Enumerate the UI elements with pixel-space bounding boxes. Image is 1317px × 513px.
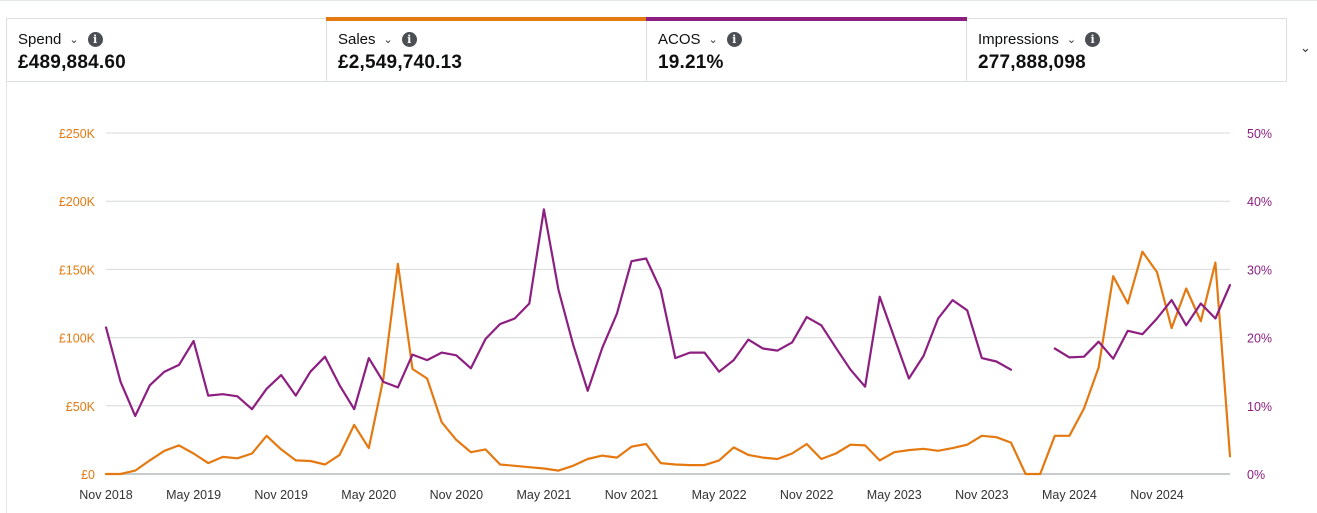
x-tick-label: Nov 2020 <box>430 488 484 502</box>
metric-value-acos: 19.21% <box>658 52 724 73</box>
chevron-down-icon[interactable]: ⌄ <box>383 33 393 46</box>
y-right-tick-label: 30% <box>1247 263 1272 277</box>
metric-value-spend: £489,884.60 <box>18 52 126 73</box>
y-right-tick-label: 0% <box>1247 468 1265 482</box>
metric-label-spend: Spend <box>18 30 62 48</box>
metric-label-sales: Sales <box>338 30 376 48</box>
info-icon[interactable]: i <box>726 31 742 47</box>
info-icon[interactable]: i <box>401 31 417 47</box>
metric-tile-impressions[interactable]: Impressions ⌄ i 277,888,098 <box>967 19 1286 81</box>
x-tick-label: May 2022 <box>692 488 747 502</box>
chart-area: £0 0% £50K 10% £100K 20% £150K 30% £200K 40% £250K… <box>6 82 1317 513</box>
metric-tile-spend[interactable]: Spend ⌄ i £489,884.60 <box>7 19 327 81</box>
x-tick-label: Nov 2019 <box>254 488 308 502</box>
metrics-bar: Spend ⌄ i £489,884.60 Sales ⌄ i £2,549,7… <box>6 17 1287 82</box>
y-left-tick-label: £150K <box>59 263 96 277</box>
y-right-tick-label: 20% <box>1247 332 1272 346</box>
metric-label-impressions: Impressions <box>978 30 1059 48</box>
acos-accent-bar <box>646 17 967 21</box>
sales-accent-bar <box>326 17 647 21</box>
x-tick-label: May 2023 <box>867 488 922 502</box>
info-icon[interactable]: i <box>87 31 103 47</box>
chevron-down-icon[interactable]: ⌄ <box>69 33 79 46</box>
metric-value-sales: £2,549,740.13 <box>338 52 463 73</box>
y-left-tick-label: £100K <box>59 332 96 346</box>
chevron-down-icon[interactable]: ⌄ <box>1066 33 1077 46</box>
y-left-tick-label: £50K <box>66 400 96 414</box>
y-right-tick-label: 10% <box>1247 400 1272 414</box>
chevron-down-icon[interactable]: ⌄ <box>708 33 718 46</box>
metric-tile-acos[interactable]: ACOS ⌄ i 19.21% <box>646 17 967 81</box>
series-line-sales <box>104 250 1232 476</box>
x-tick-label: Nov 2018 <box>79 488 133 502</box>
series-line-acos <box>104 208 1232 418</box>
x-tick-label: May 2020 <box>341 488 396 502</box>
top-divider <box>0 0 1317 1</box>
x-tick-label: Nov 2021 <box>605 488 659 502</box>
y-left-tick-label: £250K <box>59 127 96 141</box>
performance-chart: £0 0% £50K 10% £100K 20% £150K 30% £200K 40% £250K… <box>59 127 1272 502</box>
metric-value-impressions: 277,888,098 <box>978 52 1086 73</box>
x-tick-label: May 2024 <box>1042 488 1097 502</box>
x-tick-label: May 2021 <box>516 488 571 502</box>
metric-label-acos: ACOS <box>658 30 701 48</box>
y-right-tick-label: 50% <box>1247 127 1272 141</box>
x-tick-label: Nov 2023 <box>955 488 1009 502</box>
x-tick-label: May 2019 <box>166 488 221 502</box>
y-left-tick-label: £200K <box>59 195 96 209</box>
x-tick-label: Nov 2024 <box>1130 488 1184 502</box>
info-icon[interactable]: i <box>1085 31 1101 47</box>
metric-tile-sales[interactable]: Sales ⌄ i £2,549,740.13 <box>326 17 647 81</box>
y-right-tick-label: 40% <box>1247 195 1272 209</box>
x-tick-label: Nov 2022 <box>780 488 834 502</box>
y-left-tick-label: £0 <box>81 468 95 482</box>
expand-chevron-icon[interactable]: ⌄ <box>1300 40 1311 55</box>
